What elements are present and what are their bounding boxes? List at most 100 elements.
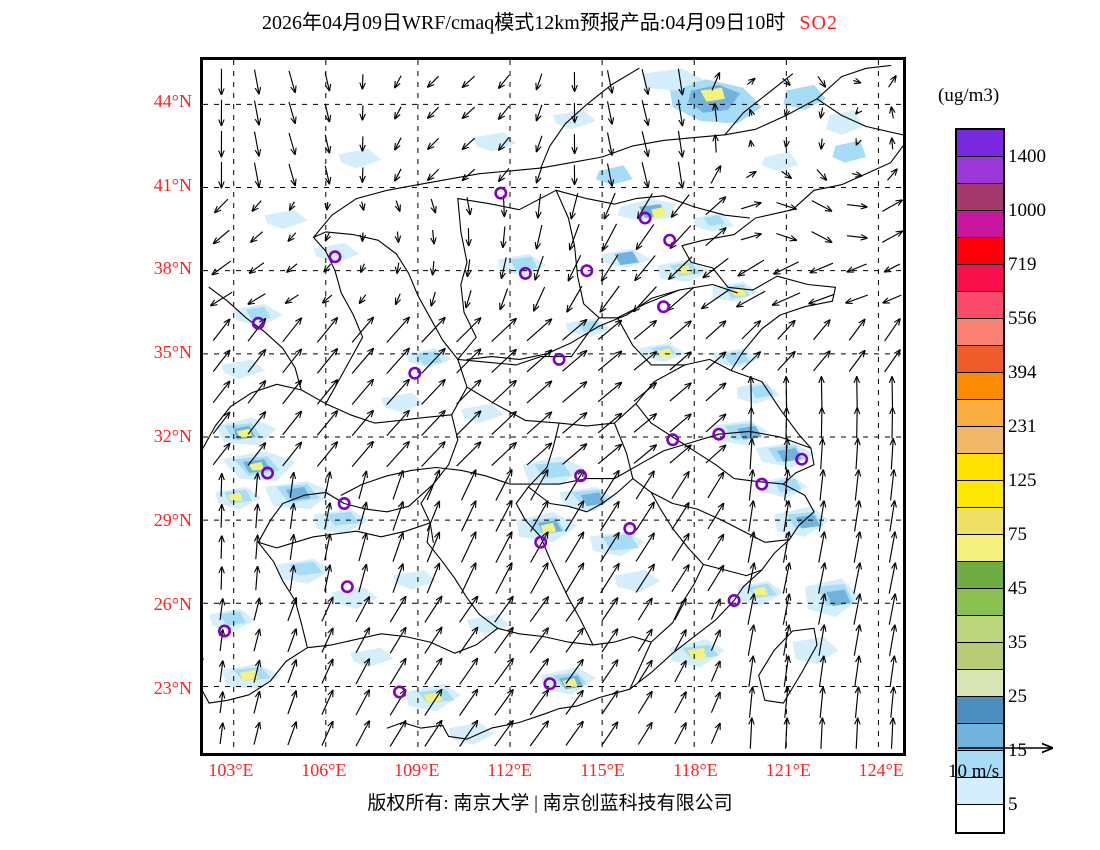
city-marker[interactable] <box>260 466 274 480</box>
wind-vector-arrow <box>282 442 302 467</box>
wind-vector-arrow <box>601 660 618 684</box>
city-marker[interactable] <box>217 624 231 638</box>
wind-scale-legend: 10 m/s <box>948 735 1098 790</box>
city-marker[interactable] <box>656 300 670 314</box>
wind-vector-arrow <box>892 408 893 439</box>
lat-tick-label: 44°N <box>153 90 192 111</box>
city-marker[interactable] <box>543 677 557 691</box>
city-marker[interactable] <box>755 477 769 491</box>
wind-vector-arrow <box>813 351 830 372</box>
wind-vector-arrow <box>565 470 584 501</box>
wind-vector-arrow <box>459 659 478 685</box>
wind-vector-arrow <box>785 109 787 116</box>
wind-vector-arrow <box>641 100 648 125</box>
wind-vector-arrow <box>424 659 442 685</box>
city-marker[interactable] <box>518 266 532 280</box>
boundary-line <box>457 317 600 366</box>
city-marker[interactable] <box>408 366 422 380</box>
wind-vector-arrow <box>750 439 752 470</box>
wind-vector-arrow <box>456 349 481 374</box>
wind-vector-arrow <box>750 687 753 718</box>
wind-vector-arrow <box>604 192 616 219</box>
city-marker[interactable] <box>663 233 677 247</box>
wind-vector-arrow <box>635 471 654 500</box>
city-marker[interactable] <box>393 685 407 699</box>
city-marker[interactable] <box>795 452 809 466</box>
wind-vector-arrow <box>821 408 822 439</box>
wind-vector-arrow <box>782 77 790 85</box>
wind-vector-arrow <box>853 625 859 656</box>
city-marker[interactable] <box>623 521 637 535</box>
city-marker[interactable] <box>494 186 508 200</box>
wind-vector-arrow <box>888 563 895 594</box>
wind-vector-arrow <box>421 380 445 405</box>
wind-vector-arrow <box>669 445 691 464</box>
wind-vector-arrow <box>786 140 787 147</box>
wind-vector-arrow <box>891 439 893 470</box>
wind-vector-arrow <box>355 721 369 747</box>
city-marker[interactable] <box>552 352 566 366</box>
city-marker[interactable] <box>340 580 354 594</box>
wind-vector-arrow <box>290 566 293 591</box>
wind-vector-arrow <box>491 412 516 436</box>
city-marker[interactable] <box>251 316 265 330</box>
wind-vector-arrow <box>634 286 657 312</box>
wind-vector-arrow <box>491 350 516 373</box>
wind-vector-arrow <box>747 532 754 563</box>
wind-vector-arrow <box>362 232 363 242</box>
colorbar-tick-label: 35 <box>1008 632 1027 653</box>
colorbar-cell <box>957 346 1003 373</box>
wind-vector-arrow <box>597 383 621 403</box>
wind-vector-arrow <box>711 73 719 91</box>
wind-vector-arrow <box>287 598 296 622</box>
boundary-line <box>457 198 477 360</box>
wind-vector-arrow <box>433 261 434 275</box>
lat-tick-label: 23°N <box>153 677 192 698</box>
wind-vector-arrow <box>421 442 445 467</box>
colorbar-cell <box>957 562 1003 589</box>
wind-vector-arrow <box>889 656 894 687</box>
city-marker[interactable] <box>580 264 594 278</box>
wind-vector-arrow <box>316 318 337 343</box>
wind-vector-arrow <box>529 659 548 685</box>
wind-vector-arrow <box>707 504 724 530</box>
wind-vector-arrow <box>537 166 543 183</box>
wind-vector-arrow <box>538 193 541 218</box>
wind-vector-arrow <box>460 563 476 594</box>
wind-vector-arrow <box>571 192 579 219</box>
wind-vector-arrow <box>785 687 788 718</box>
wind-vector-arrow <box>456 411 481 436</box>
city-marker[interactable] <box>574 469 588 483</box>
colorbar-cell <box>957 400 1003 427</box>
wind-vector-arrow <box>811 231 832 243</box>
wind-vector-arrow <box>534 286 546 311</box>
colorbar-swatches[interactable] <box>955 128 1005 834</box>
wind-vector-arrow <box>674 630 686 652</box>
city-marker[interactable] <box>727 593 741 607</box>
boundary-line <box>515 422 594 646</box>
wind-vector-arrow <box>287 691 296 715</box>
colorbar-unit-label: (ug/m3) <box>938 85 1000 106</box>
wind-vector-arrow <box>710 630 720 651</box>
concentration-patch <box>448 722 495 745</box>
city-marker[interactable] <box>328 250 342 264</box>
city-marker[interactable] <box>638 211 652 225</box>
city-marker[interactable] <box>666 433 680 447</box>
wind-vector-arrow <box>891 107 893 119</box>
wind-vector-arrow <box>600 285 620 312</box>
wind-vector-arrow <box>220 692 223 714</box>
wind-vector-arrow <box>818 501 824 532</box>
wind-vector-arrow <box>491 381 516 404</box>
wind-vector-arrow <box>494 597 513 623</box>
city-marker[interactable] <box>712 427 726 441</box>
wind-vector-arrow <box>212 413 229 435</box>
wind-vector-arrow <box>256 535 258 560</box>
wind-vector-arrow <box>247 381 265 404</box>
city-marker[interactable] <box>534 535 548 549</box>
wind-vector-arrow <box>892 377 893 408</box>
city-marker[interactable] <box>337 496 351 510</box>
wind-vector-arrow <box>491 319 516 342</box>
colorbar-cell <box>957 805 1003 832</box>
wind-vector-arrow <box>856 718 858 749</box>
map-plot-area[interactable] <box>200 57 906 756</box>
